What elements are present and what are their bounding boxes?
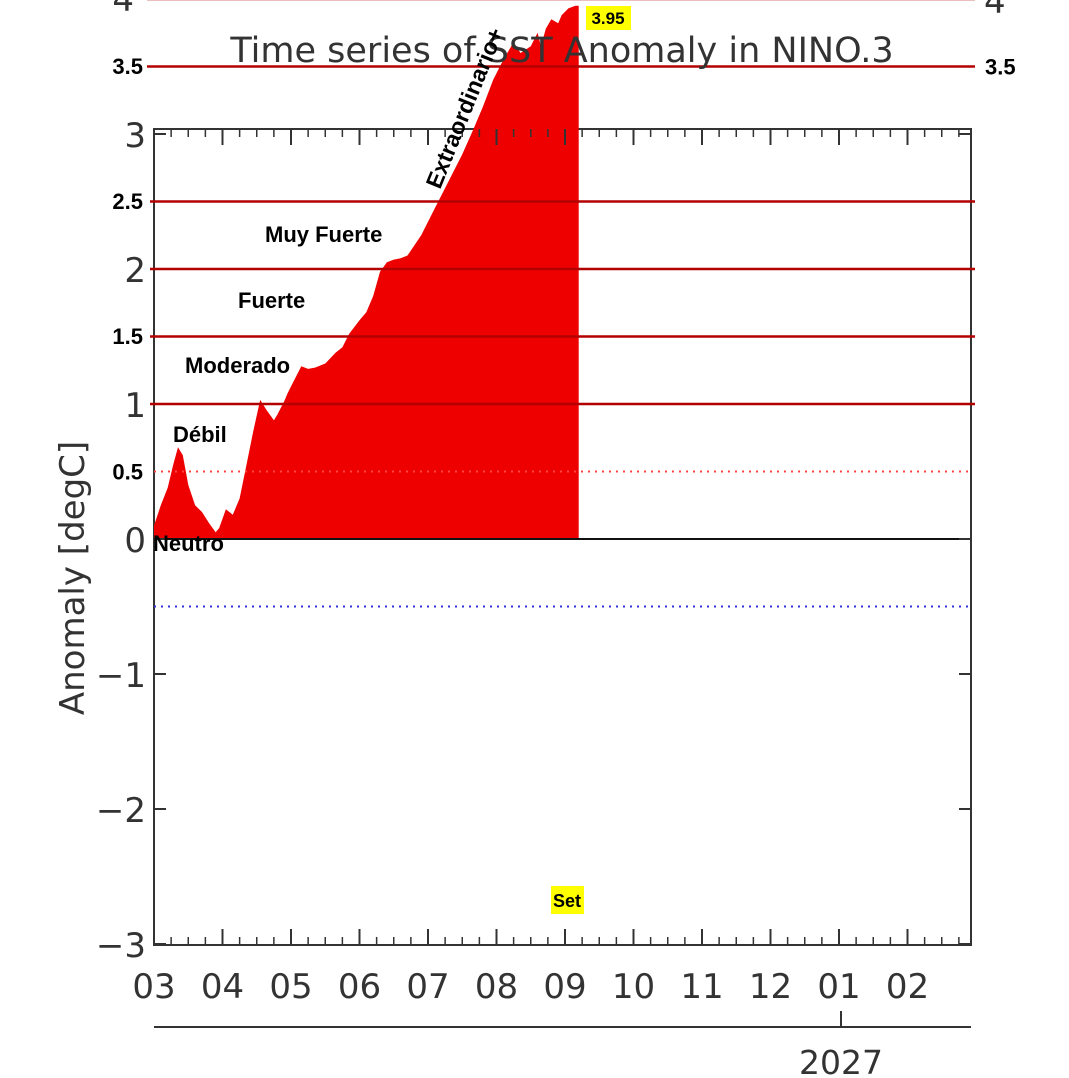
y-tick-label: 3 xyxy=(124,116,146,156)
category-label-debil: Débil xyxy=(173,422,227,447)
dotted-label-0_5: 0.5 xyxy=(112,460,143,485)
x-tick-label: 09 xyxy=(543,967,586,1007)
category-label-moderado: Moderado xyxy=(185,353,290,378)
month-label-highlight xyxy=(551,886,584,914)
y-axis-label: Anomaly [degC] xyxy=(53,441,93,715)
peak-label-highlight xyxy=(586,6,631,30)
y-tick-label: −1 xyxy=(96,656,146,696)
y-tick-label: 1 xyxy=(124,386,146,426)
peak-value-label: 3.95 xyxy=(591,9,624,28)
anomaly-area xyxy=(154,5,579,540)
dotted-lines-layer xyxy=(154,470,971,608)
x-tick-label: 11 xyxy=(680,967,723,1007)
category-label-fuerte: Fuerte xyxy=(238,288,305,313)
year-label: 2027 xyxy=(799,1043,883,1078)
x-tick-label: 08 xyxy=(475,967,518,1007)
reference-label-right-3_5: 3.5 xyxy=(985,55,1016,80)
category-label-neutro: Neutro xyxy=(153,531,224,556)
reference-label-right-4: 4 xyxy=(984,0,1006,22)
y-tick-label: 2 xyxy=(124,251,146,291)
category-label-muy-fuerte: Muy Fuerte xyxy=(265,222,382,247)
reference-label-left-2_5: 2.5 xyxy=(112,189,143,214)
x-tick-label: 07 xyxy=(406,967,449,1007)
anomaly-area-layer xyxy=(154,5,579,540)
x-tick-label: 05 xyxy=(269,967,312,1007)
x-tick-label: 12 xyxy=(749,967,792,1007)
x-tick-label: 02 xyxy=(886,967,929,1007)
x-tick-label: 01 xyxy=(817,967,860,1007)
month-highlight-label: Set xyxy=(553,891,581,911)
reference-label-left-4: 4 xyxy=(112,0,134,20)
reference-label-left-1_5: 1.5 xyxy=(112,324,143,349)
x-tick-label: 10 xyxy=(612,967,655,1007)
x-tick-label: 03 xyxy=(132,967,175,1007)
y-tick-label: −3 xyxy=(96,926,146,966)
chart-title: Time series of SST Anomaly in NINO.3 xyxy=(229,31,893,71)
x-tick-label: 06 xyxy=(338,967,381,1007)
reference-label-left-3_5: 3.5 xyxy=(112,54,143,79)
y-tick-label: −2 xyxy=(96,791,146,831)
reference-lines-layer xyxy=(147,0,975,406)
y-tick-label: 0 xyxy=(124,521,146,561)
x-tick-label: 04 xyxy=(201,967,244,1007)
